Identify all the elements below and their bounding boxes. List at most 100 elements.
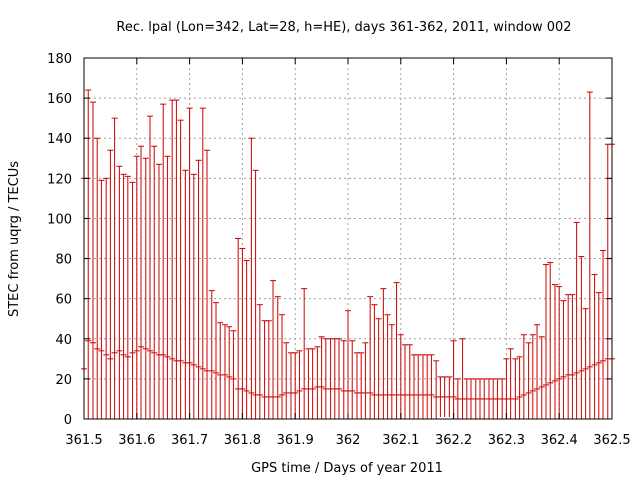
y-tick-label: 20 xyxy=(55,373,72,388)
error-bar-point xyxy=(424,354,431,419)
y-tick-label: 80 xyxy=(55,253,72,268)
error-bar-point xyxy=(419,354,426,419)
error-bar-point xyxy=(520,334,527,419)
x-tick-label: 361.6 xyxy=(118,433,155,448)
error-bar-point xyxy=(265,320,272,419)
error-bar-point xyxy=(133,155,140,419)
error-bar-point xyxy=(428,354,435,419)
error-bar-point xyxy=(129,181,136,419)
error-bar-point xyxy=(397,334,404,419)
error-bar-point xyxy=(226,326,233,419)
error-bar-point xyxy=(107,149,114,419)
error-bar-point xyxy=(450,340,457,419)
error-bar-point xyxy=(296,350,303,419)
error-bar-point xyxy=(353,352,360,419)
error-bar-point xyxy=(358,352,365,419)
error-bar-point xyxy=(120,173,127,419)
error-bar-point xyxy=(177,119,184,419)
error-bar-point xyxy=(569,294,576,419)
error-bar-point xyxy=(322,338,329,419)
error-bar-point xyxy=(213,302,219,419)
error-bar-point xyxy=(309,348,316,419)
error-bar-point xyxy=(503,358,510,419)
y-axis-label: STEC from uqrg / TECUs xyxy=(7,161,22,317)
y-tick-label: 160 xyxy=(47,92,72,107)
error-bar-point xyxy=(534,324,541,419)
y-tick-label: 40 xyxy=(55,333,72,348)
error-bar-point xyxy=(252,169,259,419)
error-bar-point xyxy=(261,320,268,419)
error-bar-point xyxy=(239,248,246,419)
error-bar-point xyxy=(367,296,374,419)
error-bar-point xyxy=(411,354,417,419)
error-bar-point xyxy=(235,238,242,419)
error-bar-point xyxy=(547,262,554,419)
error-bar-point xyxy=(336,338,343,419)
error-bar-point xyxy=(349,340,356,419)
error-bar-point xyxy=(283,342,290,419)
error-bar-point xyxy=(155,163,162,419)
x-tick-label: 362.4 xyxy=(541,433,578,448)
error-bar-point xyxy=(190,173,197,419)
y-axis-ticks: 0 20 40 60 80 100 120 140 160 180 xyxy=(47,52,612,428)
x-tick-label: 362.3 xyxy=(488,433,525,448)
y-tick-label: 0 xyxy=(64,413,72,428)
error-bar-point xyxy=(98,179,105,419)
error-bar-point xyxy=(186,107,193,419)
error-bar-point xyxy=(274,296,281,419)
error-bar-point xyxy=(138,145,145,419)
error-bar-point xyxy=(195,159,202,419)
error-bar-point xyxy=(331,338,338,419)
error-bar-point xyxy=(169,99,176,419)
error-bar-point xyxy=(230,330,237,419)
error-bar-point xyxy=(433,360,440,419)
x-tick-label: 361.5 xyxy=(65,433,102,448)
error-bar-point xyxy=(578,256,585,419)
error-bar-point xyxy=(380,288,387,419)
error-bar-point xyxy=(256,304,263,419)
error-bar-point xyxy=(217,322,224,419)
error-bar-point xyxy=(279,314,285,419)
error-bar-point xyxy=(582,308,589,419)
y-tick-label: 140 xyxy=(47,132,72,147)
error-bar-point xyxy=(124,175,131,419)
x-tick-label: 361.7 xyxy=(171,433,208,448)
error-bar-point xyxy=(525,342,532,419)
error-bar-point xyxy=(270,280,277,419)
error-bar-point xyxy=(516,356,523,419)
error-bar-point xyxy=(327,338,334,419)
error-bar-point xyxy=(94,137,101,419)
x-tick-label: 361.8 xyxy=(224,433,261,448)
error-bar-point xyxy=(362,342,369,419)
error-bar-point xyxy=(565,294,572,419)
error-bar-point xyxy=(560,300,567,419)
error-bar-point xyxy=(586,91,593,419)
x-axis-label: GPS time / Days of year 2011 xyxy=(251,461,443,476)
error-bar-point xyxy=(402,344,409,419)
error-bar-point xyxy=(384,314,391,419)
y-tick-label: 180 xyxy=(47,52,72,67)
error-bar-point xyxy=(512,358,519,419)
error-bar-point xyxy=(591,274,598,419)
x-tick-label: 361.9 xyxy=(277,433,314,448)
error-bar-point xyxy=(301,288,308,419)
error-bar-point xyxy=(85,89,92,419)
error-bar-point xyxy=(151,145,158,419)
error-bar-point xyxy=(164,155,171,419)
error-bar-point xyxy=(160,103,167,419)
error-bar-point xyxy=(305,348,312,419)
y-tick-label: 60 xyxy=(55,293,72,308)
error-bar-point xyxy=(573,221,580,419)
x-tick-label: 362.5 xyxy=(593,433,630,448)
error-bar-point xyxy=(116,165,123,419)
error-bar-point xyxy=(318,336,325,419)
error-bar-point xyxy=(538,336,545,419)
error-bar-point xyxy=(604,143,611,419)
x-axis-ticks: 361.5 361.6 361.7 361.8 361.9 362 362.1 362.2 36… xyxy=(65,58,631,448)
error-bar-point xyxy=(111,117,118,419)
chart-title: Rec. lpal (Lon=342, Lat=28, h=HE), days … xyxy=(116,20,571,35)
x-tick-label: 362 xyxy=(336,433,361,448)
error-bar-point xyxy=(415,354,422,419)
error-bar-point xyxy=(600,250,607,419)
error-bar-point xyxy=(199,107,206,419)
